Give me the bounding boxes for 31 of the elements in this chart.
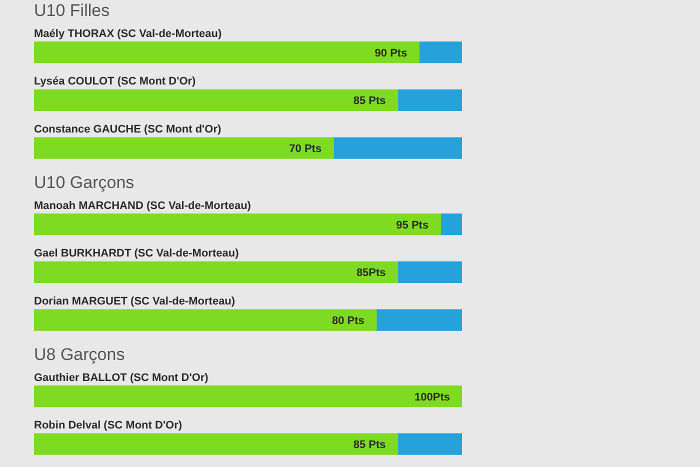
bar [333, 137, 462, 159]
y-tick-label: Maély THORAX (SC Val-de-Morteau) [34, 28, 222, 40]
data-label: 100Pts [414, 391, 450, 404]
y-tick-label: Dorian MARGUET (SC Val-de-Morteau) [34, 296, 236, 308]
bar [34, 261, 398, 284]
bar [397, 261, 462, 284]
bar [34, 309, 377, 331]
chart-title: U10 Filles [34, 0, 110, 20]
data-label: 85 Pts [353, 439, 386, 452]
bar [440, 214, 462, 236]
bar [34, 214, 441, 236]
bar [397, 89, 462, 112]
data-label: 85 Pts [353, 95, 386, 108]
data-label: 80 Pts [332, 315, 364, 328]
y-tick-label: Manoah MARCHAND (SC Val-de-Morteau) [34, 200, 252, 212]
y-tick-label: Gael BURKHARDT (SC Val-de-Morteau) [34, 248, 240, 260]
data-label: 95 Pts [396, 219, 429, 232]
y-tick-label: Constance GAUCHE (SC Mont d'Or) [34, 124, 222, 136]
data-label: 90 Pts [374, 47, 408, 60]
data-label: 70 Pts [289, 143, 322, 156]
y-tick-label: Gauthier BALLOT (SC Mont D'Or) [34, 372, 209, 384]
chart-title: U8 Garçons [34, 344, 125, 364]
bar [418, 42, 462, 64]
y-tick-label: Lyséa COULOT (SC Mont D'Or) [34, 76, 196, 88]
bar [34, 42, 420, 64]
bar [34, 89, 398, 112]
bar [376, 309, 462, 331]
data-label: 85Pts [356, 267, 386, 280]
bar [34, 137, 334, 159]
chart-title: U10 Garçons [34, 172, 134, 192]
y-tick-label: Robin Delval (SC Mont D'Or) [34, 420, 182, 432]
